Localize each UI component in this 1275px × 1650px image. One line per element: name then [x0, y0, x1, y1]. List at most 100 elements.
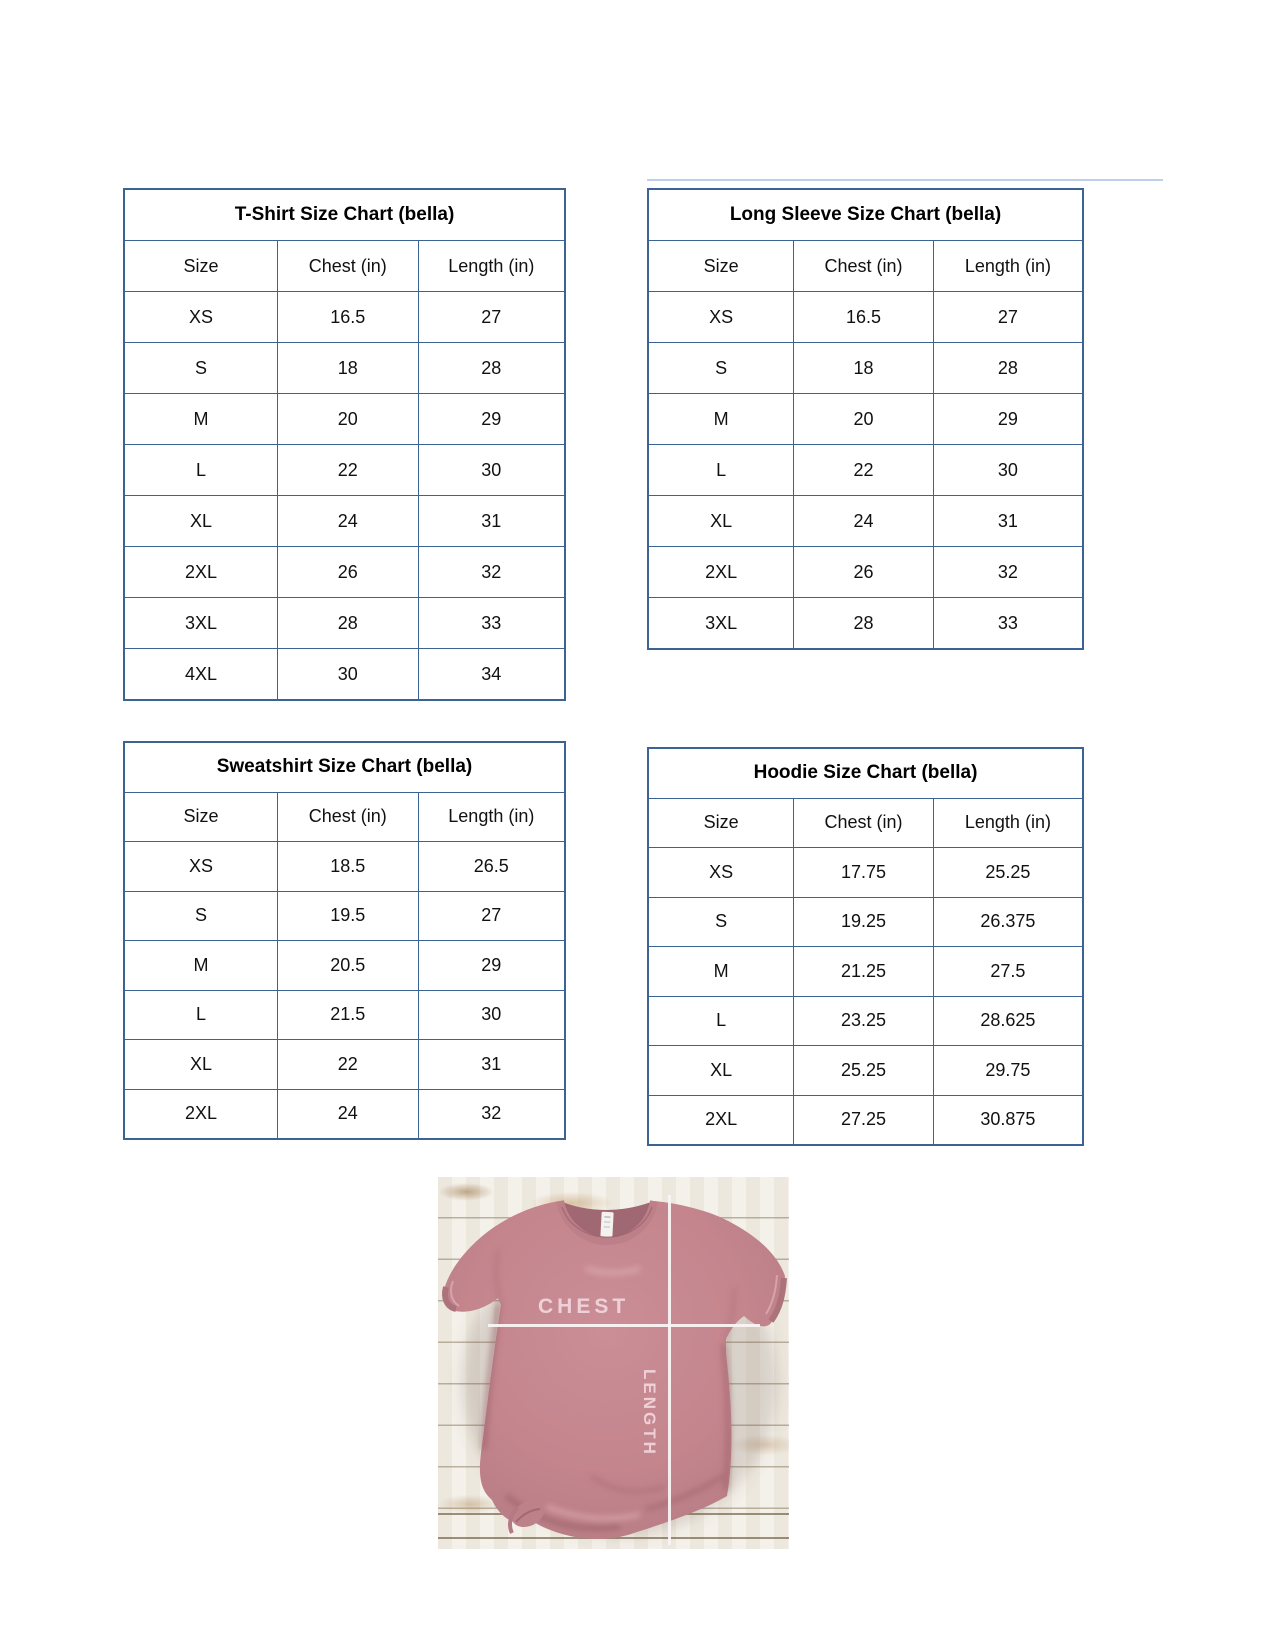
- chest-cell: 18.5: [276, 841, 419, 892]
- size-cell: XL: [123, 1039, 278, 1090]
- length-cell: 30: [417, 444, 566, 496]
- length-label: LENGTH: [640, 1369, 659, 1457]
- length-cell: 29.75: [932, 1045, 1084, 1096]
- table-row: 4XL 30 34: [123, 648, 566, 701]
- chest-cell: 19.5: [276, 890, 419, 941]
- table-row: S 18 28: [123, 342, 566, 394]
- size-cell: S: [647, 342, 795, 394]
- chest-cell: 30: [276, 648, 419, 701]
- size-cell: 3XL: [647, 597, 795, 650]
- collar-band: [556, 1200, 658, 1246]
- length-cell: 31: [932, 495, 1084, 547]
- length-cell: 29: [417, 940, 566, 991]
- length-cell: 30.875: [932, 1094, 1084, 1146]
- size-cell: 2XL: [123, 546, 278, 598]
- chest-cell: 17.75: [793, 847, 934, 898]
- table-row: 3XL 28 33: [123, 597, 566, 649]
- column-header: Size: [647, 797, 795, 848]
- length-cell: 33: [932, 597, 1084, 650]
- column-header: Length (in): [932, 240, 1084, 292]
- table-row: S 19.25 26.375: [647, 896, 1084, 947]
- size-cell: L: [647, 995, 795, 1046]
- chest-cell: 21.25: [793, 946, 934, 997]
- right-cuff: [768, 1277, 787, 1323]
- table-row: 2XL 24 32: [123, 1088, 566, 1140]
- chest-cell: 20.5: [276, 940, 419, 991]
- chest-cell: 24: [276, 1088, 419, 1140]
- chest-cell: 24: [276, 495, 419, 547]
- table-row: 2XL 26 32: [123, 546, 566, 598]
- table-row: XL 24 31: [123, 495, 566, 547]
- length-cell: 27: [417, 291, 566, 343]
- left-cuff: [442, 1286, 457, 1312]
- table-row: 3XL 28 33: [647, 597, 1084, 650]
- size-cell: 4XL: [123, 648, 278, 701]
- table-row: M 20.5 29: [123, 940, 566, 991]
- length-cell: 30: [932, 444, 1084, 496]
- length-cell: 31: [417, 495, 566, 547]
- size-cell: 2XL: [647, 1094, 795, 1146]
- column-header: Size: [123, 791, 278, 842]
- table-row: L 22 30: [123, 444, 566, 496]
- chest-cell: 18: [793, 342, 934, 394]
- chest-label: CHEST: [538, 1295, 630, 1318]
- collar-band-seam: [561, 1206, 653, 1238]
- table-row: S 18 28: [647, 342, 1084, 394]
- chest-measure-line: [488, 1324, 760, 1327]
- length-cell: 27.5: [932, 946, 1084, 997]
- chest-cell: 26: [793, 546, 934, 598]
- tshirt-illustration: [442, 1200, 787, 1540]
- size-cell: M: [647, 946, 795, 997]
- size-cell: L: [647, 444, 795, 496]
- neck-label: [600, 1211, 614, 1238]
- length-cell: 26.5: [417, 841, 566, 892]
- column-header: Length (in): [932, 797, 1084, 848]
- table-row: L 23.25 28.625: [647, 995, 1084, 1046]
- column-header: Size: [647, 240, 795, 292]
- size-cell: L: [123, 989, 278, 1040]
- length-cell: 28: [417, 342, 566, 394]
- tshirt-measurement-photo: CHEST LENGTH: [438, 1177, 789, 1549]
- length-measure-line: [668, 1195, 671, 1545]
- column-header: Chest (in): [793, 240, 934, 292]
- right-cuff-fold: [765, 1274, 778, 1315]
- longsleeve-size-chart-table: Long Sleeve Size Chart (bella) Size Chest …: [647, 188, 1084, 650]
- shirt-body: [443, 1201, 785, 1540]
- size-cell: M: [647, 393, 795, 445]
- chest-cell: 26: [276, 546, 419, 598]
- table-title: T-Shirt Size Chart (bella): [123, 188, 566, 241]
- size-cell: S: [123, 890, 278, 941]
- size-cell: XS: [123, 841, 278, 892]
- table-row: M 20 29: [647, 393, 1084, 445]
- column-header: Length (in): [417, 791, 566, 842]
- table-row: XS 16.5 27: [647, 291, 1084, 343]
- length-cell: 28: [932, 342, 1084, 394]
- column-header: Chest (in): [793, 797, 934, 848]
- wrinkle-shading: [480, 1249, 736, 1532]
- length-cell: 29: [417, 393, 566, 445]
- faint-border-artifact-line: [647, 179, 1163, 181]
- size-cell: 2XL: [647, 546, 795, 598]
- size-cell: XL: [647, 495, 795, 547]
- chest-cell: 22: [276, 1039, 419, 1090]
- column-header: Chest (in): [276, 240, 419, 292]
- chest-cell: 28: [793, 597, 934, 650]
- column-header: Length (in): [417, 240, 566, 292]
- sweatshirt-size-chart-table: Sweatshirt Size Chart (bella) Size Chest (…: [123, 741, 566, 1140]
- size-cell: 3XL: [123, 597, 278, 649]
- hoodie-size-chart-table: Hoodie Size Chart (bella) Size Chest (in) L…: [647, 747, 1084, 1146]
- length-cell: 25.25: [932, 847, 1084, 898]
- chest-cell: 23.25: [793, 995, 934, 1046]
- length-cell: 33: [417, 597, 566, 649]
- size-cell: XS: [123, 291, 278, 343]
- size-cell: XS: [647, 291, 795, 343]
- table-row: 2XL 26 32: [647, 546, 1084, 598]
- chest-cell: 22: [276, 444, 419, 496]
- length-cell: 28.625: [932, 995, 1084, 1046]
- length-cell: 30: [417, 989, 566, 1040]
- left-cuff-fold: [450, 1280, 460, 1307]
- table-row: M 20 29: [123, 393, 566, 445]
- size-cell: S: [123, 342, 278, 394]
- chest-cell: 25.25: [793, 1045, 934, 1096]
